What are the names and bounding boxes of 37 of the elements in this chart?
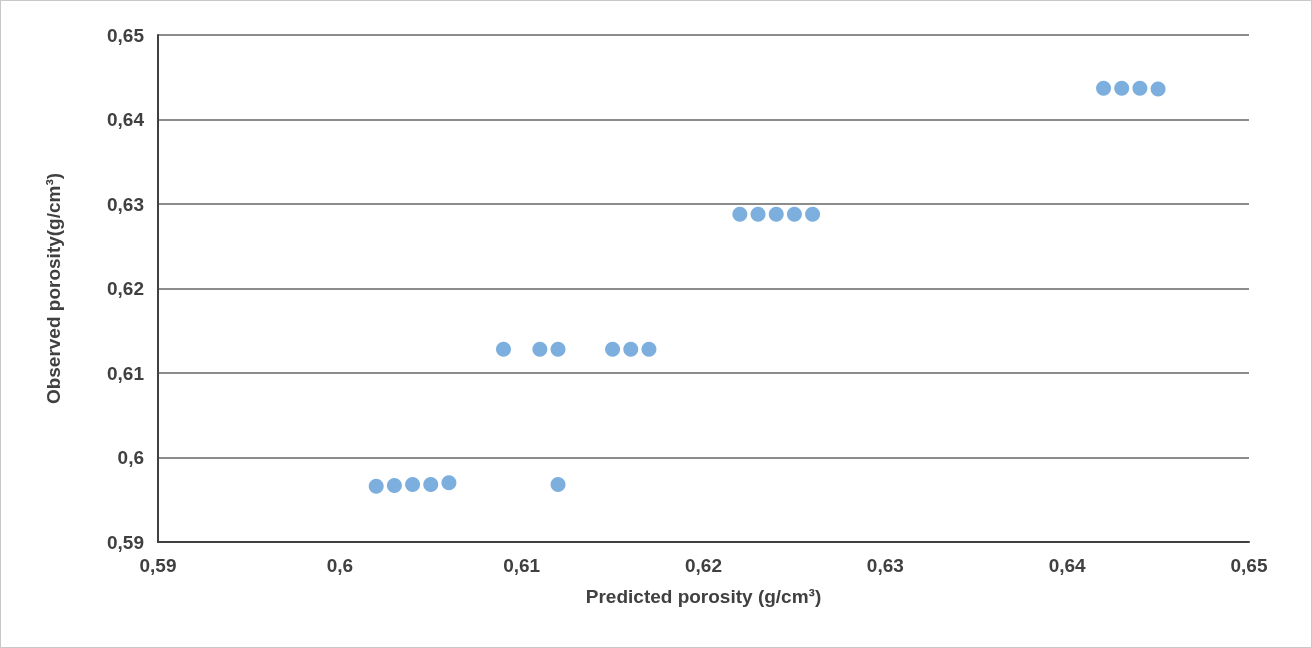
y-tick-label: 0,61 xyxy=(107,362,145,384)
x-tick-label: 0,6 xyxy=(326,555,354,576)
y-tick-label: 0,65 xyxy=(107,24,145,46)
y-tick-label: 0,62 xyxy=(107,278,144,299)
point xyxy=(1114,80,1130,96)
point xyxy=(732,206,748,222)
point xyxy=(496,341,511,357)
point xyxy=(386,477,402,493)
x-tick-label: 0,64 xyxy=(1048,555,1087,576)
point xyxy=(623,341,639,357)
point xyxy=(550,341,566,357)
x-tick-label: 0,61 xyxy=(503,555,541,576)
x-axis-title: Predicted porosity (g/cm³) xyxy=(585,586,822,607)
point xyxy=(805,206,821,222)
point xyxy=(532,341,548,357)
x-tick-label: 0,62 xyxy=(685,555,722,576)
y-tick-label: 0,63 xyxy=(107,193,144,215)
y-tick-label: 0,6 xyxy=(117,447,144,468)
point xyxy=(1132,80,1148,96)
x-tick-label: 0,59 xyxy=(139,555,177,576)
x-tick-label: 0,65 xyxy=(1230,555,1268,576)
y-tick-label: 0,64 xyxy=(107,109,145,130)
point xyxy=(605,341,621,357)
point xyxy=(405,477,421,493)
point xyxy=(441,475,457,491)
point xyxy=(786,206,802,222)
point xyxy=(641,341,657,357)
point xyxy=(1150,81,1166,97)
point xyxy=(368,478,384,494)
point xyxy=(768,206,784,222)
point xyxy=(750,206,766,222)
y-axis-title: Observed porosity(g/cm³) xyxy=(43,172,64,405)
x-tick-label: 0,63 xyxy=(866,555,904,576)
point xyxy=(423,477,439,493)
point xyxy=(1096,80,1112,96)
point xyxy=(550,477,566,493)
y-tick-label: 0,59 xyxy=(107,531,144,553)
